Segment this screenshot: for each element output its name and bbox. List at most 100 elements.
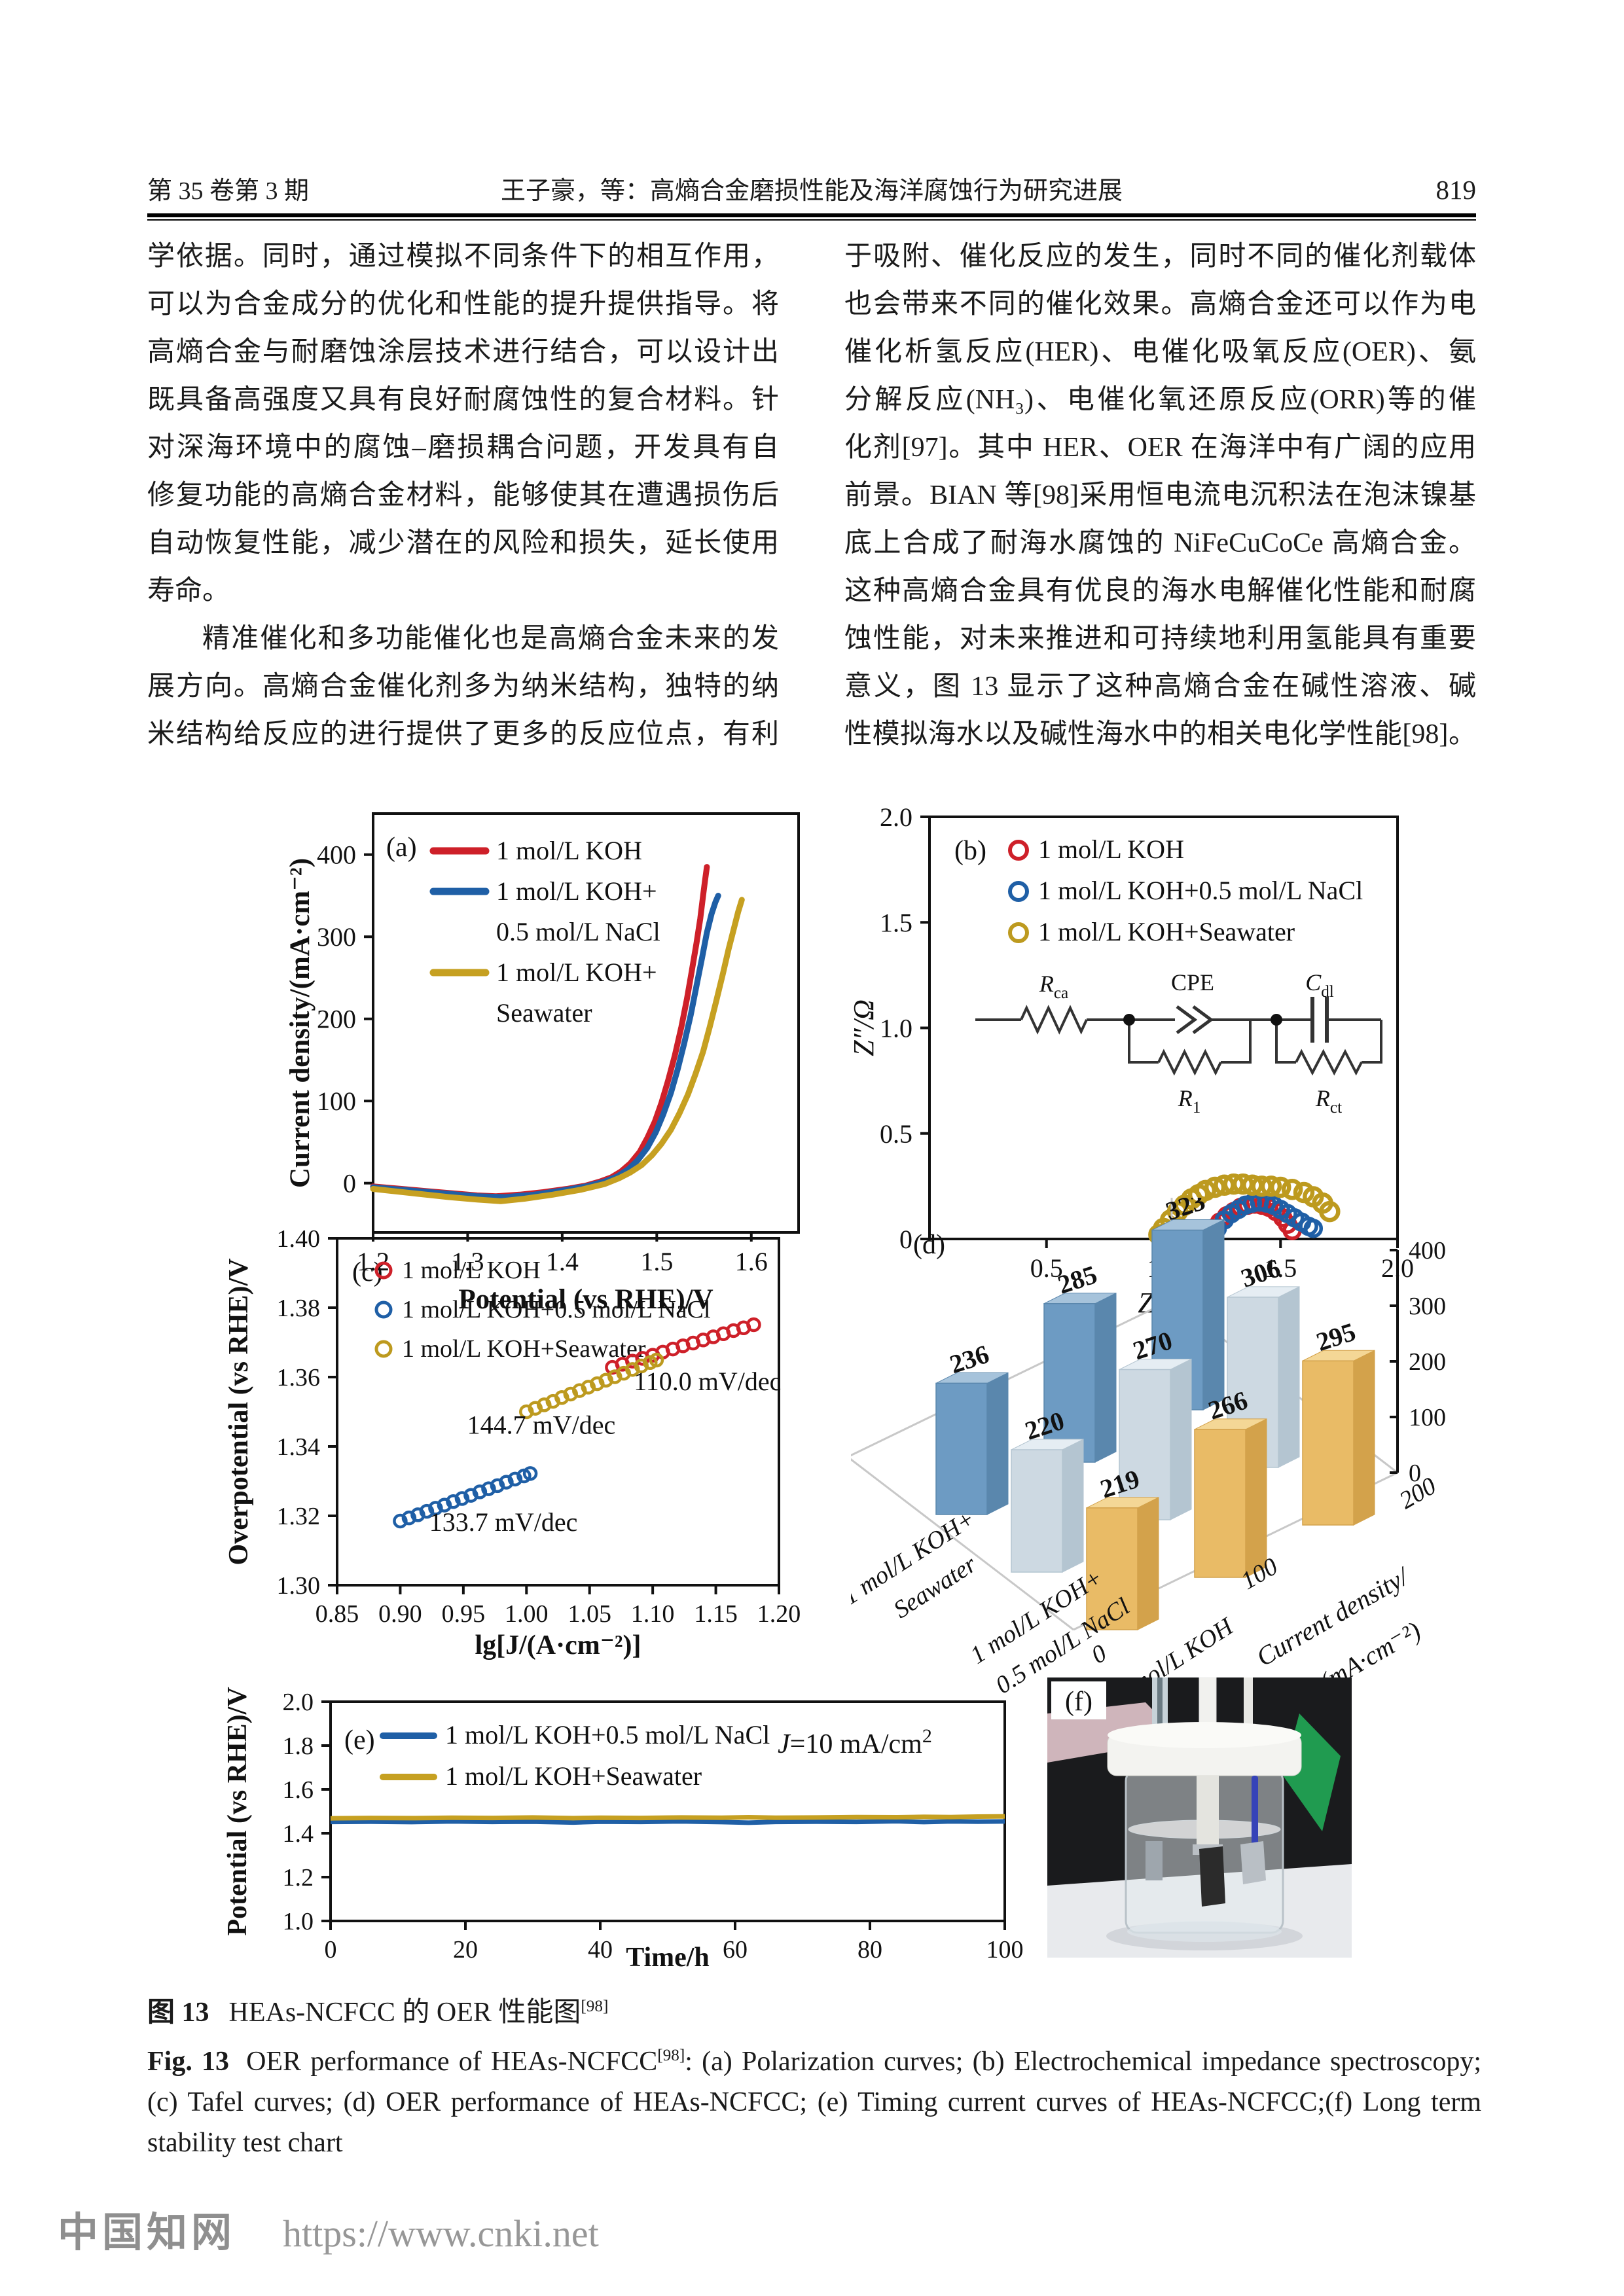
legend-label: 1 mol/L KOH+0.5 mol/L NaCl [1038, 876, 1363, 905]
left-electrode-foil [1146, 1841, 1163, 1880]
equivalent-circuit [975, 997, 1382, 1076]
legend-ring-koh [374, 1261, 393, 1280]
ptfe-cap-top [1108, 1722, 1301, 1748]
working-electrode-plate [1199, 1846, 1225, 1907]
x-axis-label: Potential (vs RHE)/V [458, 1284, 713, 1315]
legend-label: 1 mol/L KOH [1038, 834, 1184, 864]
header-double-rule [147, 213, 1476, 221]
tick-label: 1.5 [880, 908, 912, 937]
tick-label: 0.85 [316, 1600, 359, 1628]
caption-zh-label: 图 13 [147, 1998, 209, 2028]
tick-label: 1.36 [277, 1364, 321, 1391]
panel-letter-d: (d) [913, 1230, 945, 1260]
tick-label: 1.0 [880, 1014, 912, 1043]
series-seawater [519, 1352, 664, 1420]
legend-ring-seawater [374, 1340, 393, 1358]
tick-label: 1.10 [631, 1600, 674, 1628]
col-tick: 200 [1395, 1472, 1441, 1515]
beaker-bottom [1127, 1921, 1282, 1942]
x-axis-label: Time/h [626, 1943, 710, 1973]
text-line: 底上合成了耐海水腐蚀的 NiFeCuCoCe 高熵合金。 [844, 528, 1476, 558]
bar-front [1086, 1507, 1138, 1630]
tick-label: 20 [453, 1936, 478, 1964]
tafel-slope-annotation: 133.7 mV/dec [429, 1507, 578, 1537]
tick-label: 300 [1409, 1293, 1446, 1320]
article-body: 学依据。同时，通过模拟不同条件下的相互作用， 可以为合金成分的优化和性能的提升提供… [147, 233, 1476, 759]
bar-side [1062, 1439, 1084, 1573]
text-line: 学依据。同时，通过模拟不同条件下的相互作用， [147, 242, 779, 272]
tick-label: 1.15 [694, 1600, 738, 1628]
counter-electrode-rod [1244, 1677, 1253, 1736]
tick-label: 300 [317, 922, 356, 952]
legend-ring-koh [1008, 840, 1029, 861]
panel-e-stability-chart: 0 20 40 60 80 100 1.0 1.2 1.4 1.6 1.8 2.0 Time/h Pote… [216, 1676, 1031, 1973]
chart-e-svg: 0 20 40 60 80 100 1.0 1.2 1.4 1.6 1.8 2.0 Time/h Pote… [223, 1687, 1024, 1973]
tick-label: 1.3 [451, 1247, 484, 1276]
figure-13: 1.2 1.3 1.4 1.5 1.6 0 100 200 300 400 Potential (v… [0, 776, 1624, 1994]
header-page-number: 819 [1435, 175, 1477, 205]
series-nacl [393, 1466, 538, 1529]
circuit-label-r1: R1 [1178, 1085, 1201, 1117]
series-nacl [330, 1819, 1005, 1825]
text-line: 高熵合金与耐磨蚀涂层技术进行结合，可以设计出 [147, 337, 779, 367]
legend-label: Seawater [496, 998, 592, 1028]
bar-front [1302, 1360, 1354, 1526]
tick-label: 1.38 [277, 1295, 321, 1322]
bar-front [935, 1382, 988, 1515]
panel-letter-f: (f) [1065, 1687, 1092, 1717]
tick-label: 100 [317, 1086, 356, 1116]
tick-label: 1.5 [640, 1247, 673, 1276]
tafel-slope-annotation: 110.0 mV/dec [634, 1367, 781, 1396]
series-seawater [330, 1814, 1005, 1821]
right-electrode-foil [1240, 1841, 1266, 1884]
tick-label: 80 [857, 1936, 882, 1964]
header-issue: 第 35 卷第 3 期 [147, 177, 310, 205]
electrode-holder [1197, 1776, 1219, 1848]
x-axis-label: lg[J/(A·cm⁻²)] [475, 1630, 641, 1660]
tick-label: 100 [1409, 1404, 1446, 1431]
bar-side [1353, 1350, 1375, 1526]
tick-label: 1.2 [283, 1864, 314, 1892]
text-line: 米结构给反应的进行提供了更多的反应位点，有利 [147, 719, 779, 749]
legend-label: 1 mol/L KOH+0.5 mol/L NaCl [445, 1720, 770, 1749]
caption-en-label: Fig. 13 [147, 2047, 230, 2077]
y-axis-label: Current density/(mA·cm⁻²) [285, 858, 316, 1188]
bar-front [1011, 1449, 1063, 1573]
plot-frame [372, 812, 800, 1234]
tick-label: 60 [723, 1936, 748, 1964]
text-line: 精准催化和多功能催化也是高熵合金未来的发 [202, 624, 779, 654]
panel-letter-a: (a) [386, 833, 417, 863]
legend-ring-seawater [1008, 922, 1029, 943]
tick-label: 0.5 [880, 1119, 912, 1149]
caption-en-rest: : (a) Polarization curves; (b) Electroch… [147, 2047, 1481, 2158]
text-line: 展方向。高熵合金催化剂多为纳米结构，独特的纳 [147, 672, 779, 702]
text-line: 修复功能的高熵合金材料，能够使其在遭遇损伤后 [147, 480, 779, 511]
legend-ring-nacl [1008, 881, 1029, 902]
right-column: 于吸附、催化反应的发生，同时不同的催化剂载体 也会带来不同的催化效果。高熵合金还可… [844, 233, 1476, 759]
tick-label: 100 [986, 1936, 1024, 1964]
panel-c-tafel-chart: 0.85 0.90 0.95 1.00 1.05 1.10 1.15 1.20 1.30 1.32… [216, 1202, 815, 1670]
figure-caption-en: Fig. 13 OER performance of HEAs-NCFCC[98]… [147, 2036, 1481, 2163]
y-axis-label: Potential (vs RHE)/V [223, 1687, 253, 1935]
tick-label: 1.8 [283, 1732, 314, 1760]
bar-side [1202, 1219, 1225, 1410]
legend-label: 1 mol/L KOH+ [496, 958, 657, 987]
circuit-label-cpe: CPE [1171, 969, 1214, 996]
caption-zh-text: HEAs-NCFCC 的 OER 性能图 [228, 1998, 581, 2028]
tick-label: 0.5 [1030, 1253, 1063, 1283]
tick-label: 400 [1409, 1237, 1446, 1265]
text-line: 也会带来不同的催化效果。高熵合金还可以作为电 [844, 289, 1476, 319]
tick-label: 400 [317, 840, 356, 870]
panel-letter-chip [1051, 1681, 1106, 1719]
tick-label: 0 [899, 1225, 912, 1254]
text-line: 意义，图 13 显示了这种高熵合金在碱性溶液、碱 [844, 672, 1476, 702]
header-running-title: 王子豪，等：高熵合金磨损性能及海洋腐蚀行为研究进展 [500, 177, 1123, 205]
panel-b-impedance-chart: 0.51.01.52.000.51.01.52.0Z′/ΩZ″/Ω(b)1 mo… [844, 781, 1443, 1334]
series-nacl [370, 893, 721, 1200]
tick-label: 1.00 [505, 1600, 549, 1628]
text-line: 分解反应(NH₃)、电催化氧还原反应(ORR)等的催 [844, 385, 1476, 415]
text-line: 既具备高强度又具有良好耐腐蚀性的复合材料。针 [147, 385, 779, 415]
